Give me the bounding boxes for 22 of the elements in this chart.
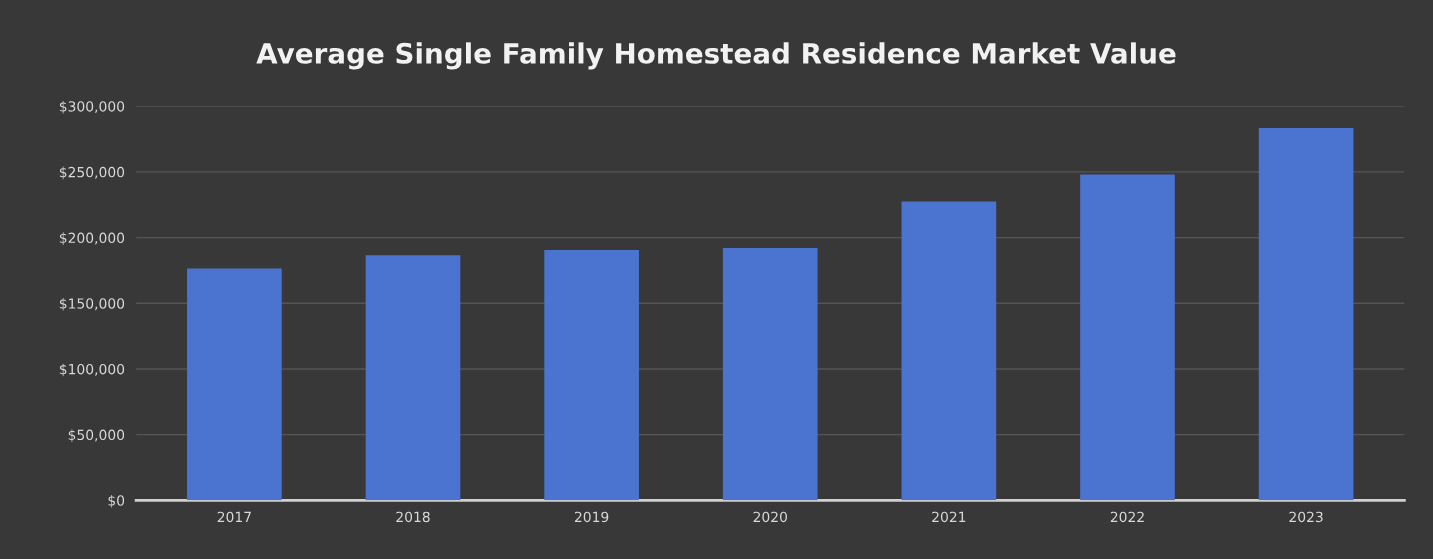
bar	[1080, 174, 1175, 501]
chart-title: Average Single Family Homestead Residence Market Value	[256, 42, 1176, 70]
y-tick-label: $300,000	[59, 100, 125, 114]
y-tick-label: $50,000	[68, 429, 125, 442]
bar	[365, 255, 461, 501]
bar	[187, 268, 282, 501]
y-tick-label: $200,000	[59, 232, 125, 245]
bar	[1258, 127, 1354, 501]
y-tick-label: $250,000	[59, 166, 125, 180]
x-tick-label: 2021	[932, 511, 966, 523]
x-tick-label: 2017	[217, 511, 251, 523]
x-tick-label: 2022	[1110, 511, 1144, 523]
x-tick-label: 2019	[574, 511, 609, 523]
x-tick-label: 2018	[396, 511, 430, 523]
y-tick-label: $0	[108, 495, 125, 508]
bar	[544, 250, 639, 501]
bar	[901, 201, 997, 501]
y-tick-label: $150,000	[59, 297, 125, 311]
x-tick-label: 2023	[1289, 511, 1323, 523]
y-tick-label: $100,000	[59, 363, 125, 377]
x-tick-label: 2020	[753, 511, 787, 523]
bar	[722, 248, 818, 501]
